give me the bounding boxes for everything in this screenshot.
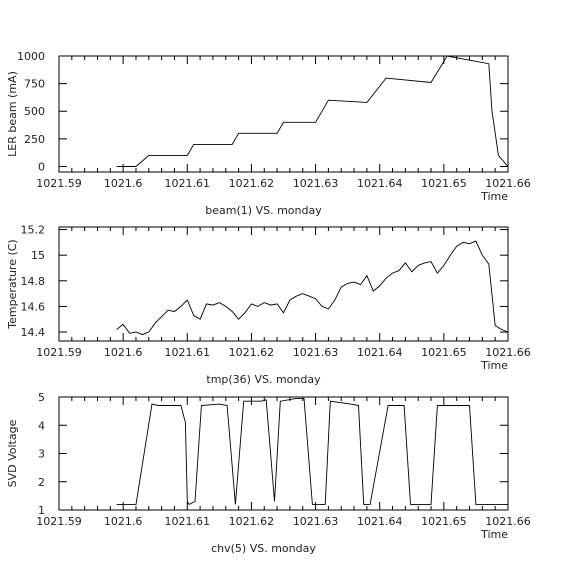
x-tick-label: 1021.59: [36, 177, 82, 190]
series-line: [116, 397, 508, 505]
plot-frame: [58, 396, 509, 511]
x-tick-label: 1021.63: [293, 515, 339, 528]
y-tick-label: 15: [31, 249, 45, 262]
plot-frame: [58, 55, 509, 173]
chart-panel-1: 1021.59 1021.6 1021.61 1021.62 1021.63 1021.6…: [6, 50, 531, 217]
x-tick-label: 1021.6: [104, 346, 143, 359]
y-axis-title: LER beam (mA): [6, 71, 19, 157]
x-tick-label: 1021.6: [104, 177, 143, 190]
x-tick-label: 1021.65: [421, 177, 467, 190]
x-tick-label: 1021.62: [229, 346, 275, 359]
panel-caption: tmp(36) VS. monday: [206, 373, 321, 386]
series-line: [116, 55, 509, 167]
x-tick-label: 1021.62: [229, 515, 275, 528]
y-tick-label: 14.8: [21, 275, 46, 288]
x-tick-label: 1021.59: [36, 346, 82, 359]
x-tick-label: 1021.64: [357, 515, 403, 528]
x-axis-title: Time: [480, 190, 508, 203]
x-tick-label: 1021.63: [293, 177, 339, 190]
y-axis-title: SVD Voltage: [6, 419, 19, 487]
y-tick-label: 250: [24, 133, 45, 146]
y-tick-label: 3: [38, 448, 45, 461]
x-tick-label: 1021.6: [104, 515, 143, 528]
x-tick-label: 1021.65: [421, 346, 467, 359]
y-tick-label: 5: [38, 391, 45, 404]
y-tick-label: 14.4: [21, 326, 46, 339]
y-tick-label: 15.2: [21, 224, 46, 237]
x-tick-label: 1021.62: [229, 177, 275, 190]
x-tick-label: 1021.66: [485, 346, 531, 359]
y-tick-label: 14.6: [21, 300, 46, 313]
x-tick-label: 1021.61: [165, 515, 211, 528]
series-line: [116, 240, 509, 336]
panel-caption: beam(1) VS. monday: [205, 204, 322, 217]
y-tick-label: 1: [38, 504, 45, 517]
y-tick-label: 500: [24, 105, 45, 118]
x-tick-label: 1021.66: [485, 515, 531, 528]
chart-panel-3: 1021.59 1021.6 1021.61 1021.62 1021.63 1021.6…: [6, 391, 531, 555]
y-tick-label: 2: [38, 476, 45, 489]
x-axis-title: Time: [480, 528, 508, 541]
y-tick-label: 750: [24, 78, 45, 91]
plot-frame: [58, 226, 509, 342]
y-axis-title: Temperature (C): [6, 239, 19, 329]
x-tick-label: 1021.59: [36, 515, 82, 528]
x-axis-title: Time: [480, 359, 508, 372]
y-tick-label: 0: [38, 160, 45, 173]
chart-panel-2: 1021.59 1021.6 1021.61 1021.62 1021.63 1021.6…: [6, 224, 531, 386]
panel-caption: chv(5) VS. monday: [211, 542, 316, 555]
x-tick-label: 1021.63: [293, 346, 339, 359]
x-tick-label: 1021.66: [485, 177, 531, 190]
x-tick-label: 1021.64: [357, 346, 403, 359]
y-tick-label: 4: [38, 419, 45, 432]
x-tick-label: 1021.65: [421, 515, 467, 528]
x-tick-label: 1021.64: [357, 177, 403, 190]
x-tick-label: 1021.61: [165, 177, 211, 190]
y-tick-label: 1000: [17, 50, 45, 63]
x-tick-label: 1021.61: [165, 346, 211, 359]
